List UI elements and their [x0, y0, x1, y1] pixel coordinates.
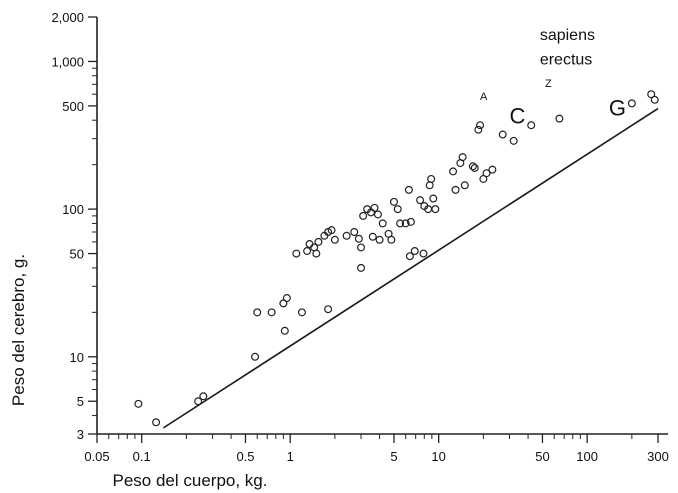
- x-tick-label: 100: [576, 449, 598, 464]
- y-tick-label: 1,000: [51, 54, 84, 69]
- data-point: [393, 205, 402, 214]
- data-point: [375, 235, 384, 244]
- data-point: [429, 194, 438, 203]
- data-point: [404, 185, 413, 194]
- data-point: [251, 352, 260, 361]
- x-tick-label: 0.05: [84, 449, 109, 464]
- data-point: [650, 95, 659, 104]
- data-point: [401, 219, 410, 228]
- x-tick-label: 1: [287, 449, 294, 464]
- annotation-label: C: [510, 104, 526, 129]
- data-point: [416, 196, 425, 205]
- y-tick-label: 2,000: [51, 10, 84, 25]
- data-point: [410, 247, 419, 256]
- annotation-label: Z: [545, 78, 552, 90]
- data-point: [312, 249, 321, 258]
- x-tick-label: 50: [535, 449, 549, 464]
- data-point: [647, 90, 656, 99]
- y-axis-title: Peso del cerebro, g.: [9, 254, 28, 406]
- data-point: [282, 294, 291, 303]
- data-point: [405, 252, 414, 261]
- data-point: [303, 247, 312, 256]
- data-point: [482, 169, 491, 178]
- x-tick-label: 0.1: [133, 449, 151, 464]
- data-point: [509, 136, 518, 145]
- data-point: [194, 397, 203, 406]
- data-point: [389, 197, 398, 206]
- data-point: [627, 99, 636, 108]
- data-point: [368, 232, 377, 241]
- y-tick-label: 500: [62, 99, 84, 114]
- data-point: [359, 211, 368, 220]
- data-point: [152, 418, 161, 427]
- data-point: [324, 305, 333, 314]
- y-tick-label: 5: [77, 394, 84, 409]
- data-point: [378, 219, 387, 228]
- data-point: [373, 210, 382, 219]
- x-tick-label: 300: [647, 449, 669, 464]
- x-tick-label: 5: [390, 449, 397, 464]
- annotation-label: A: [480, 91, 488, 103]
- data-point: [354, 234, 363, 243]
- y-tick-label: 100: [62, 202, 84, 217]
- data-point: [267, 308, 276, 317]
- data-point: [314, 237, 323, 246]
- data-point: [449, 167, 458, 176]
- data-point: [350, 227, 359, 236]
- data-point: [134, 399, 143, 408]
- data-point: [199, 392, 208, 401]
- data-point: [292, 249, 301, 258]
- data-point: [555, 114, 564, 123]
- plot-area: 0.05 0.1 0.5 1 5 10 50 100 300 3 5 10 50 100 500 1,000 2…: [51, 10, 668, 464]
- data-point: [451, 185, 460, 194]
- reference-line: [162, 107, 659, 429]
- data-point: [431, 205, 440, 214]
- annotation-label: erectus: [540, 52, 592, 69]
- data-point: [370, 203, 379, 212]
- x-tick-label: 0.5: [236, 449, 254, 464]
- data-point: [387, 235, 396, 244]
- data-point: [476, 121, 485, 130]
- y-tick-label: 10: [70, 350, 84, 365]
- data-point: [357, 243, 366, 252]
- data-point: [305, 240, 314, 249]
- annotation-label: sapiens: [540, 27, 595, 44]
- data-point: [297, 308, 306, 317]
- data-point: [419, 249, 428, 258]
- x-tick-label: 10: [431, 449, 445, 464]
- annotation-label: G: [609, 96, 626, 121]
- y-tick-label: 3: [77, 427, 84, 442]
- data-point: [488, 165, 497, 174]
- data-point: [330, 235, 339, 244]
- y-tick-label: 50: [70, 247, 84, 262]
- data-point: [280, 326, 289, 335]
- data-point: [253, 308, 262, 317]
- data-point: [458, 153, 467, 162]
- data-point: [468, 162, 477, 171]
- data-point: [425, 181, 434, 190]
- data-point: [357, 263, 366, 272]
- data-point: [470, 163, 479, 172]
- data-point: [342, 231, 351, 240]
- data-point: [327, 226, 336, 235]
- data-point: [427, 174, 436, 183]
- data-point: [498, 130, 507, 139]
- data-point: [474, 125, 483, 134]
- data-point: [396, 219, 405, 228]
- x-axis-title: Peso del cuerpo, kg.: [113, 471, 268, 490]
- data-point: [527, 121, 536, 130]
- data-point: [460, 181, 469, 190]
- data-point: [406, 217, 415, 226]
